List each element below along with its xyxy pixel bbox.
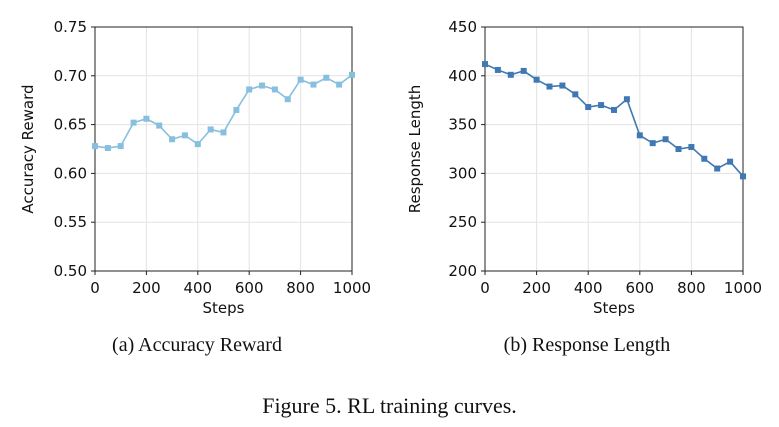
data-point [92, 143, 98, 150]
data-point [207, 126, 214, 133]
data-point [546, 83, 553, 90]
x-tick-label: 800 [677, 279, 706, 297]
data-point [297, 76, 304, 83]
series-markers [92, 71, 355, 152]
data-point [623, 96, 630, 103]
data-point [104, 145, 111, 152]
x-tick-label: 400 [183, 279, 212, 297]
data-point [572, 91, 579, 98]
data-point [598, 102, 605, 109]
data-point [194, 141, 201, 148]
y-tick-label: 250 [448, 213, 477, 231]
y-tick-label: 450 [448, 18, 477, 36]
data-point [611, 106, 617, 113]
x-tick-label: 600 [235, 279, 264, 297]
x-tick-label: 1000 [333, 279, 371, 297]
subcaption-accuracy-reward: (a) Accuracy Reward [112, 334, 282, 356]
x-tick-label: 200 [132, 279, 161, 297]
data-point [714, 165, 721, 172]
data-point [181, 132, 188, 139]
data-point [740, 173, 746, 180]
x-tick-label: 0 [480, 279, 490, 297]
x-tick-label: 200 [522, 279, 551, 297]
y-axis: 0.50 0.55 0.60 0.65 0.70 0.75 [54, 18, 95, 280]
x-axis: 0 200 400 600 800 1000 [480, 271, 762, 297]
y-tick-label: 0.55 [54, 213, 87, 231]
data-point [117, 143, 124, 150]
x-tick-label: 600 [625, 279, 654, 297]
y-tick-label: 200 [448, 262, 477, 280]
data-point [494, 66, 501, 73]
plot-frame [94, 26, 353, 272]
data-point [310, 81, 317, 88]
y-tick-label: 350 [448, 116, 477, 134]
grid [484, 26, 744, 272]
x-axis-title: Steps [203, 299, 245, 317]
y-axis-title: Accuracy Reward [19, 84, 37, 213]
data-point [169, 136, 176, 143]
accuracy-reward-chart: 0 200 400 600 800 1000 0.50 0.55 0.60 0.65 0.70 0.7… [19, 18, 371, 317]
y-tick-label: 0.50 [54, 262, 87, 280]
x-axis: 0 200 400 600 800 1000 [90, 271, 371, 297]
y-tick-label: 400 [448, 67, 477, 85]
data-point [507, 71, 514, 78]
data-point [688, 144, 695, 151]
data-point [246, 86, 253, 93]
response-length-chart: 0 200 400 600 800 1000200250300350400450Steps… [406, 18, 762, 317]
y-tick-label: 0.60 [54, 164, 87, 182]
plot-frame [484, 26, 744, 272]
data-point [323, 74, 330, 81]
figure-caption: Figure 5. RL training curves. [262, 393, 517, 418]
y-tick-label: 300 [448, 164, 477, 182]
x-tick-label: 400 [574, 279, 603, 297]
data-point [482, 61, 488, 68]
data-point [336, 81, 343, 88]
data-point [143, 115, 150, 122]
y-axis: 200 250 300 350 400 450 [448, 18, 485, 280]
data-point [649, 140, 656, 147]
x-tick-label: 800 [286, 279, 315, 297]
data-point [533, 76, 540, 83]
y-axis-title: Response Length [406, 85, 424, 214]
data-point [130, 119, 137, 126]
x-tick-label: 0 [90, 279, 100, 297]
data-point [675, 146, 682, 152]
series-markers [482, 61, 746, 180]
panel-response-length: 0 200 400 600 800 1000 200 250 300 350 400 450 Steps… [390, 0, 779, 320]
data-point [259, 82, 266, 89]
data-point [233, 106, 240, 113]
x-axis-title: Steps [593, 299, 635, 317]
subcaption-response-length: (b) Response Length [503, 334, 671, 356]
y-tick-label: 0.75 [54, 18, 87, 36]
grid [94, 26, 353, 272]
y-tick-label: 0.65 [54, 116, 87, 134]
data-point [156, 122, 163, 129]
data-point [220, 129, 227, 136]
data-point [349, 71, 355, 78]
y-tick-label: 0.70 [54, 67, 87, 85]
data-point [585, 104, 592, 111]
data-point [662, 136, 669, 143]
data-point [520, 67, 527, 74]
data-point [701, 155, 708, 162]
panel-accuracy-reward: 0 200 400 600 800 1000 0.50 0.55 0.60 0.65 0.70 0.7… [0, 0, 389, 320]
data-point [636, 132, 643, 139]
data-point [271, 86, 278, 93]
x-tick-label: 1000 [724, 279, 762, 297]
data-point [727, 158, 734, 165]
data-point [559, 82, 566, 89]
data-point [284, 96, 291, 103]
